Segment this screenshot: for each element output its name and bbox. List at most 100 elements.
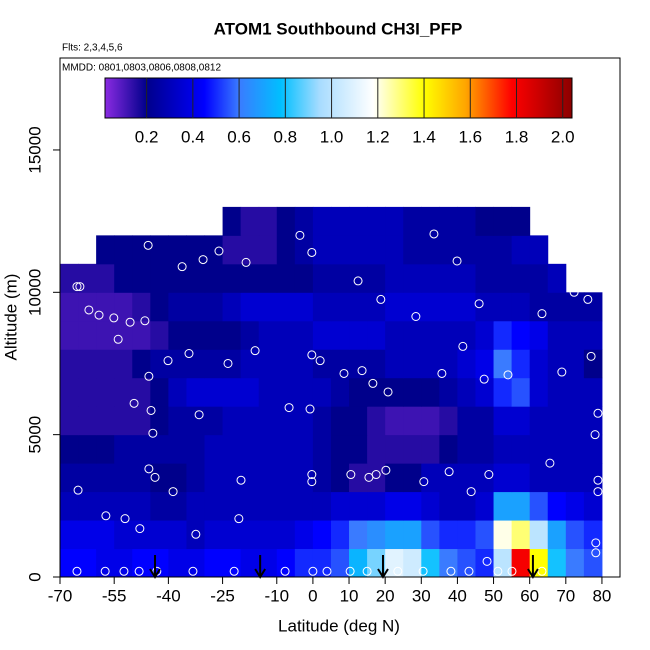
heat-cell <box>565 377 585 407</box>
sample-point <box>305 404 315 414</box>
sample-point <box>307 350 317 360</box>
heat-cell <box>367 463 386 493</box>
x-tick-label: 10 <box>340 586 359 605</box>
heat-cell <box>421 548 440 578</box>
heat-cell <box>132 235 151 265</box>
heat-cell <box>529 434 549 464</box>
heat-cell <box>330 548 350 578</box>
sample-point <box>482 556 492 566</box>
heat-cell <box>583 292 603 322</box>
heat-cell <box>132 520 151 550</box>
sample-point <box>280 566 290 576</box>
x-tick-label: -10 <box>264 586 289 605</box>
heat-cell <box>294 434 314 464</box>
heat-cell <box>457 377 476 407</box>
heat-cell <box>385 463 404 493</box>
heat-cell <box>258 434 278 464</box>
heat-cell <box>186 292 206 322</box>
sample-point <box>214 246 224 256</box>
heat-cell <box>114 320 133 350</box>
heat-cell <box>150 292 169 322</box>
heat-cell <box>367 377 386 407</box>
sample-point <box>537 566 547 576</box>
heat-cell <box>439 406 458 436</box>
sample-point <box>72 566 82 576</box>
heat-cell <box>547 292 567 322</box>
heat-cell <box>475 520 495 550</box>
heat-cell <box>367 520 386 550</box>
heat-cell <box>60 434 79 464</box>
heat-cell <box>529 463 549 493</box>
sample-point <box>545 458 555 468</box>
heat-cell <box>78 406 97 436</box>
sample-point <box>194 410 204 420</box>
heat-cell <box>367 263 386 293</box>
heat-cell <box>60 548 79 578</box>
heat-cell <box>222 520 242 550</box>
heat-cell <box>511 406 531 436</box>
heat-cell <box>114 463 133 493</box>
heat-cell <box>312 292 332 322</box>
colorbar-tick-label: 1.8 <box>505 127 529 146</box>
heat-cell <box>529 349 549 379</box>
heat-cell <box>529 292 549 322</box>
heat-cell <box>511 434 531 464</box>
sample-point <box>135 524 145 534</box>
heat-cell <box>349 548 368 578</box>
heat-cell <box>186 406 206 436</box>
sample-point <box>177 262 187 272</box>
heat-cell <box>349 206 368 236</box>
heat-cell <box>349 235 368 265</box>
heat-cell <box>457 292 476 322</box>
heat-cell <box>385 320 404 350</box>
heat-cell <box>583 520 603 550</box>
heat-cell <box>258 263 278 293</box>
heat-cell <box>276 491 296 521</box>
heat-cell <box>96 434 115 464</box>
heat-cell <box>475 491 495 521</box>
heat-cell <box>186 491 206 521</box>
sample-point <box>446 566 456 576</box>
heat-cell <box>583 406 603 436</box>
heat-cell <box>511 292 531 322</box>
heat-cell <box>240 406 260 436</box>
heat-cell <box>439 320 458 350</box>
heat-cell <box>565 292 585 322</box>
heat-cell <box>439 434 458 464</box>
heat-cell <box>294 235 314 265</box>
heat-cell <box>96 463 115 493</box>
sample-point <box>250 346 260 356</box>
heat-cell <box>547 520 567 550</box>
heat-cell <box>439 349 458 379</box>
heat-cell <box>240 320 260 350</box>
sample-point <box>507 566 517 576</box>
heat-cell <box>114 349 133 379</box>
heat-cell <box>475 206 495 236</box>
sample-point <box>357 366 367 376</box>
heat-cell <box>276 406 296 436</box>
heat-cell <box>385 263 404 293</box>
sample-point <box>120 514 130 524</box>
heat-cell <box>457 206 476 236</box>
heat-cell <box>547 434 567 464</box>
x-axis-label: Latitude (deg N) <box>278 616 400 635</box>
heat-cell <box>385 235 404 265</box>
heat-cell <box>529 520 549 550</box>
heat-cell <box>385 520 404 550</box>
sample-point <box>593 475 603 485</box>
sample-point <box>198 255 208 265</box>
heat-cell <box>511 520 531 550</box>
heat-cell <box>258 520 278 550</box>
heat-cell <box>421 434 440 464</box>
heat-cell <box>96 263 115 293</box>
sample-point <box>393 566 403 576</box>
heat-cell <box>276 235 296 265</box>
sample-point <box>150 472 160 482</box>
heat-cell <box>330 235 350 265</box>
heat-cell <box>78 292 97 322</box>
sample-point <box>140 316 150 326</box>
heat-cell <box>204 292 224 322</box>
heat-cell <box>204 235 224 265</box>
sample-point <box>191 529 201 539</box>
sample-point <box>307 477 317 487</box>
